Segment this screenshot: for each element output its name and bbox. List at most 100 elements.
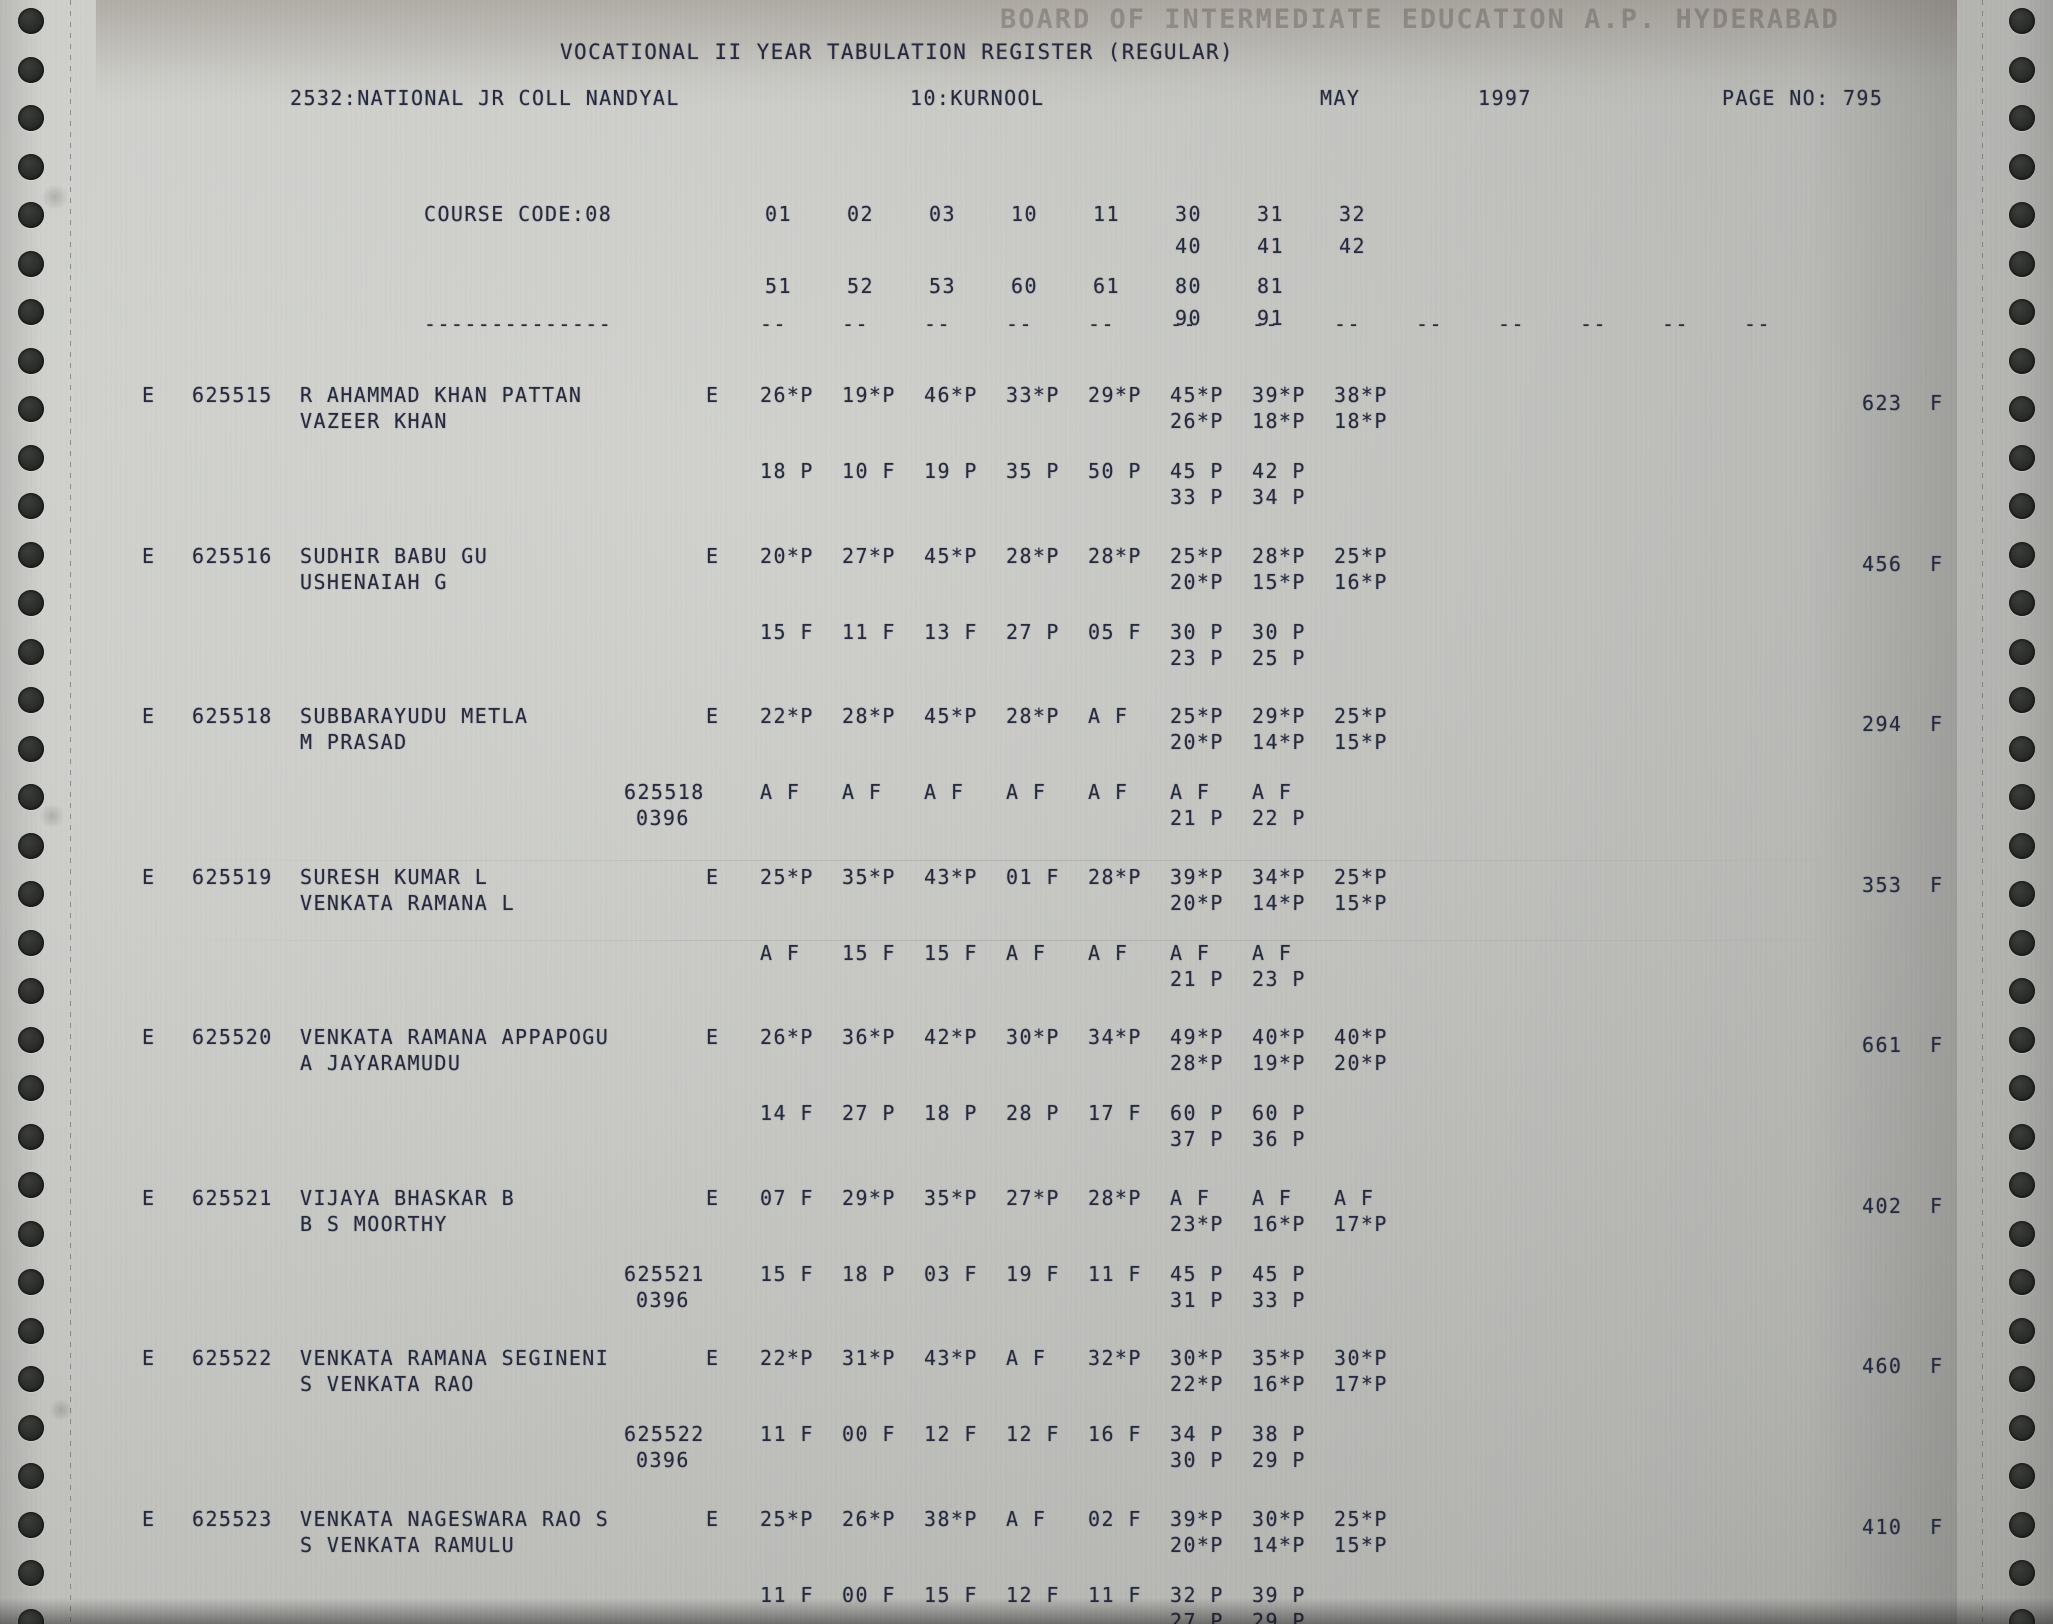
sprocket-hole-icon — [18, 832, 44, 859]
subject-code-cell: 32 — [1339, 202, 1366, 226]
mark-cell-secondary: A F — [1170, 940, 1211, 965]
mark-cell-theory: 28*P — [1088, 864, 1142, 889]
mark-cell-secondary: 11 F — [1088, 1261, 1142, 1286]
mark-cell-theory-cont: 16*P — [1252, 1211, 1306, 1236]
candidate-name: VENKATA RAMANA APPAPOGU — [300, 1025, 610, 1049]
mark-cell-theory: 28*P — [1006, 704, 1060, 728]
mark-cell-theory: 40*P — [1334, 1025, 1388, 1049]
subject-code-cell: 52 — [847, 274, 874, 298]
mark-cell-secondary: 50 P — [1088, 459, 1142, 483]
sprocket-hole-icon — [18, 1366, 44, 1392]
mark-cell-theory-cont: 18*P — [1334, 409, 1388, 433]
mark-cell-secondary: 32 P — [1170, 1582, 1224, 1607]
mark-cell-secondary: A F — [1088, 940, 1129, 965]
mark-cell-secondary-cont: 22 P — [1252, 806, 1306, 830]
sprocket-hole-icon — [18, 638, 44, 665]
mark-cell-theory: 28*P — [1252, 543, 1306, 568]
sprocket-hole-icon — [18, 1608, 44, 1624]
marks-row-flag: E — [706, 543, 720, 568]
sprocket-hole-icon — [2009, 1172, 2035, 1198]
mark-cell-secondary: 34 P — [1170, 1422, 1224, 1446]
mark-cell-secondary: 15 F — [760, 1261, 814, 1286]
mark-cell-theory: 22*P — [760, 704, 814, 728]
subject-code-cell: 51 — [765, 274, 792, 298]
mark-cell-theory: 45*P — [1170, 383, 1224, 407]
sprocket-hole-icon — [2009, 541, 2035, 568]
sprocket-hole-icon — [2009, 1269, 2035, 1295]
document-title: VOCATIONAL II YEAR TABULATION REGISTER (… — [560, 40, 1235, 64]
mark-cell-theory: A F — [1088, 704, 1129, 728]
sprocket-hole-icon — [2009, 1463, 2035, 1489]
fanfold-crease — [100, 940, 1953, 941]
mark-cell-secondary: A F — [1252, 940, 1293, 965]
sprocket-hole-icon — [2009, 1075, 2035, 1101]
mark-cell-theory: 30*P — [1334, 1346, 1388, 1370]
column-dash-cell: -- — [1006, 312, 1033, 336]
mark-cell-theory: 46*P — [924, 383, 978, 407]
mark-cell-theory: A F — [1170, 1185, 1211, 1210]
total-marks: 623 — [1862, 391, 1903, 415]
subject-code-cell: 41 — [1257, 234, 1284, 258]
mark-cell-secondary-cont: 21 P — [1170, 966, 1224, 991]
sprocket-hole-icon — [2009, 1414, 2035, 1441]
mark-cell-theory: 22*P — [760, 1346, 814, 1370]
ghost-heading-text: BOARD OF INTERMEDIATE EDUCATION A.P. HYD… — [1000, 4, 1840, 35]
mark-cell-secondary-cont: 33 P — [1170, 485, 1224, 509]
mark-cell-secondary: 00 F — [842, 1422, 896, 1446]
sprocket-hole-icon — [2009, 347, 2035, 374]
result-status-badge: F — [1930, 551, 1944, 576]
mark-cell-secondary: 15 F — [924, 1582, 978, 1607]
mark-cell-secondary: 11 F — [842, 619, 896, 644]
sprocket-hole-icon — [18, 1269, 44, 1295]
mark-cell-theory: 19*P — [842, 383, 896, 407]
register-number: 625519 — [192, 864, 273, 889]
mark-cell-secondary: 27 P — [842, 1101, 896, 1125]
result-status-badge: F — [1930, 872, 1944, 897]
sprocket-hole-icon — [18, 1123, 44, 1150]
sprocket-hole-icon — [18, 8, 44, 34]
mark-cell-theory: 26*P — [842, 1506, 896, 1531]
sprocket-hole-icon — [2009, 784, 2035, 810]
total-marks: 661 — [1862, 1033, 1903, 1057]
candidate-name: VENKATA NAGESWARA RAO S — [300, 1506, 610, 1531]
mark-cell-secondary-cont: 29 P — [1252, 1448, 1306, 1472]
mark-cell-theory: A F — [1006, 1506, 1047, 1531]
sprocket-hole-icon — [18, 347, 44, 374]
mark-cell-secondary: A F — [1088, 780, 1129, 804]
sprocket-hole-icon — [18, 1026, 44, 1053]
mark-cell-theory: 35*P — [924, 1185, 978, 1210]
sprocket-hole-icon — [18, 202, 44, 228]
mark-cell-theory: 01 F — [1006, 864, 1060, 889]
sprocket-hole-icon — [18, 105, 44, 131]
mark-cell-theory: A F — [1252, 1185, 1293, 1210]
sprocket-hole-icon — [2009, 105, 2035, 131]
sprocket-hole-icon — [18, 56, 44, 83]
sprocket-hole-icon — [18, 590, 44, 616]
mark-cell-theory: 27*P — [842, 543, 896, 568]
sprocket-hole-icon — [2009, 1366, 2035, 1392]
sprocket-hole-icon — [2009, 638, 2035, 665]
perforation-line-left — [70, 0, 71, 1624]
sprocket-hole-icon — [18, 1414, 44, 1441]
mark-cell-theory: 25*P — [1170, 704, 1224, 728]
mark-cell-secondary-cont: 36 P — [1252, 1127, 1306, 1151]
mark-cell-theory-cont: 20*P — [1334, 1051, 1388, 1075]
mark-cell-theory: 28*P — [1088, 543, 1142, 568]
subject-code-cell: 02 — [847, 202, 874, 226]
sprocket-hole-icon — [2009, 735, 2035, 762]
mark-cell-secondary-cont: 33 P — [1252, 1287, 1306, 1312]
sprocket-hole-icon — [18, 929, 44, 956]
register-number: 625522 — [192, 1346, 273, 1370]
mark-cell-secondary: 35 P — [1006, 459, 1060, 483]
mark-cell-secondary: 60 P — [1170, 1101, 1224, 1125]
mark-cell-theory: 33*P — [1006, 383, 1060, 407]
register-number: 625518 — [192, 704, 273, 728]
sprocket-hole-icon — [2009, 153, 2035, 180]
mark-cell-secondary: 30 P — [1252, 619, 1306, 644]
father-name: S VENKATA RAMULU — [300, 1532, 516, 1557]
father-name: B S MOORTHY — [300, 1211, 448, 1236]
mark-cell-secondary: 19 F — [1006, 1261, 1060, 1286]
total-marks: 402 — [1862, 1193, 1903, 1218]
mark-cell-secondary: 17 F — [1088, 1101, 1142, 1125]
sprocket-hole-icon — [2009, 202, 2035, 228]
